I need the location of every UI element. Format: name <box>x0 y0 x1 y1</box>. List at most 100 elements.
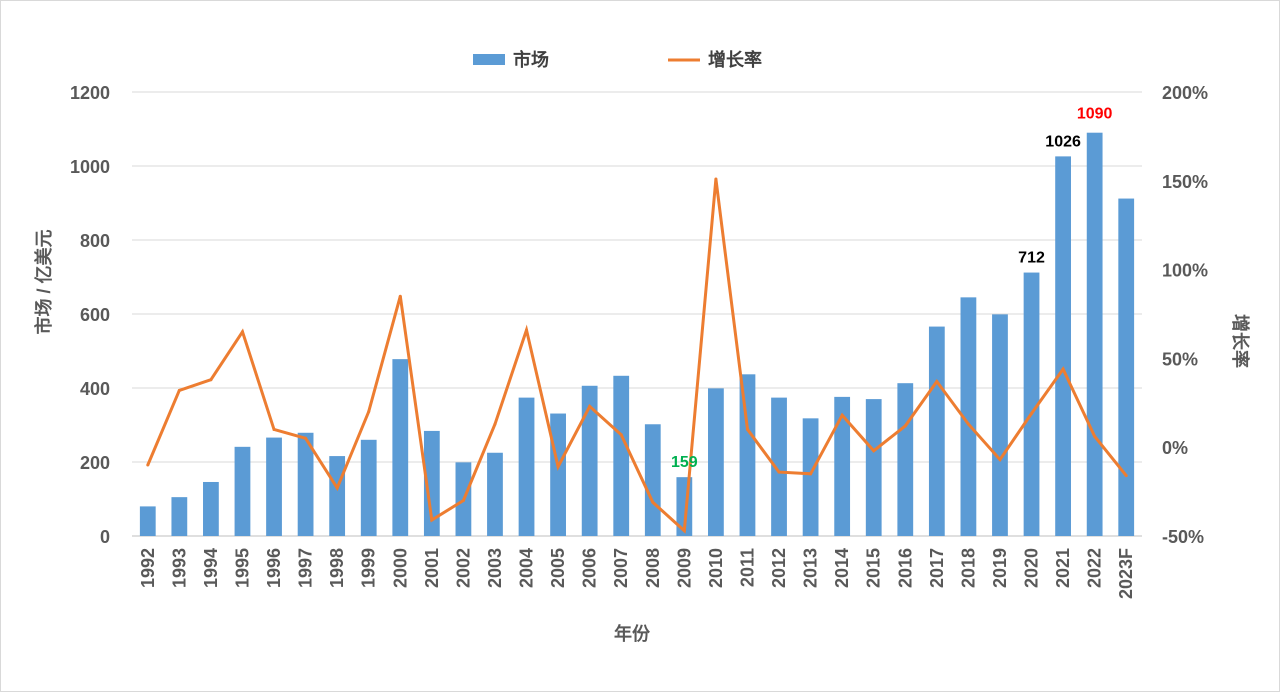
bar <box>960 297 977 536</box>
legend-bar-label: 市场 <box>513 49 549 70</box>
x-tick-label: 1994 <box>201 548 221 588</box>
bar <box>487 452 503 536</box>
line-point <box>146 463 150 467</box>
x-tick-label: 2016 <box>895 548 915 588</box>
x-tick-label: 2021 <box>1053 548 1073 588</box>
bar <box>266 437 282 536</box>
line-point <box>367 410 371 414</box>
data-label: 712 <box>1018 250 1045 267</box>
line-point <box>209 378 213 382</box>
x-tick-label: 2011 <box>737 548 757 587</box>
bar <box>865 399 882 536</box>
line-point <box>177 388 181 392</box>
x-tick-label: 2009 <box>674 548 694 588</box>
line-point <box>556 465 560 469</box>
bar <box>1023 272 1040 536</box>
x-tick-label: 2013 <box>801 548 821 588</box>
line-series <box>146 177 1128 534</box>
line-point <box>272 427 276 431</box>
x-tick-label: 1992 <box>138 548 158 588</box>
legend: 市场 增长率 <box>473 49 762 70</box>
right-axis-ticks: -50% 0% 50% 100% 150% 200% <box>1162 83 1208 547</box>
line-point <box>1061 367 1065 371</box>
bar <box>234 446 251 536</box>
line-point <box>398 294 402 298</box>
legend-bar-swatch <box>473 54 505 65</box>
line-point <box>966 422 970 426</box>
x-tick-label: 1997 <box>296 548 316 588</box>
line-point <box>777 470 781 474</box>
y-tick-label: 600 <box>80 305 110 325</box>
y-tick-label: 200 <box>80 453 110 473</box>
line-point <box>1124 474 1128 478</box>
bar <box>1055 156 1071 536</box>
bar <box>708 388 724 536</box>
bar <box>518 397 535 536</box>
x-tick-label: 2017 <box>927 548 947 588</box>
line-point <box>525 328 529 332</box>
y2-tick-label: 100% <box>1162 261 1208 281</box>
line-point <box>619 433 623 437</box>
line-point <box>903 424 907 428</box>
data-labels: 159 712 1026 1090 <box>671 106 1113 471</box>
left-axis-ticks: 0 200 400 600 800 1000 1200 <box>70 83 110 547</box>
bar <box>550 413 566 536</box>
bar <box>329 456 346 536</box>
x-tick-label: 2014 <box>832 548 852 588</box>
x-tick-label: 2001 <box>422 548 442 588</box>
line-point <box>651 500 655 504</box>
line-point <box>588 404 592 408</box>
x-tick-label: 2005 <box>548 548 568 588</box>
bar <box>423 430 440 536</box>
bar <box>613 375 630 536</box>
bar <box>802 418 819 536</box>
line-point <box>872 449 876 453</box>
bar <box>834 396 851 536</box>
bar <box>581 385 598 536</box>
line-point <box>240 330 244 334</box>
x-tick-label: 1996 <box>264 548 284 588</box>
bar <box>171 497 188 536</box>
bar <box>360 439 377 536</box>
bar <box>928 326 945 536</box>
bar <box>392 359 409 536</box>
x-tick-label: 1998 <box>327 548 347 588</box>
x-tick-label: 2003 <box>485 548 505 588</box>
x-tick-label: 2004 <box>517 548 537 588</box>
y2-tick-label: 0% <box>1162 438 1188 458</box>
x-axis-title: 年份 <box>614 623 651 644</box>
y2-tick-label: 50% <box>1162 349 1198 369</box>
x-tick-label: 2023F <box>1116 548 1136 599</box>
bar-series <box>139 132 1135 536</box>
x-tick-label: 2022 <box>1085 548 1105 588</box>
line-point <box>745 427 749 431</box>
y2-tick-label: -50% <box>1162 527 1204 547</box>
bar <box>771 397 787 536</box>
y-tick-label: 1000 <box>70 157 110 177</box>
x-tick-label: 1995 <box>232 548 252 588</box>
x-tick-label: 2006 <box>580 548 600 588</box>
growth-rate-line <box>146 178 1128 534</box>
line-point <box>682 529 686 533</box>
y-tick-label: 0 <box>100 527 110 547</box>
bar <box>297 432 314 536</box>
x-tick-label: 2008 <box>643 548 663 588</box>
x-tick-label: 2002 <box>453 548 473 588</box>
bar <box>139 506 156 536</box>
legend-line-label: 增长率 <box>708 49 762 70</box>
bar <box>203 481 219 536</box>
x-tick-label: 2019 <box>990 548 1010 588</box>
x-tick-label: 2015 <box>864 548 884 588</box>
y-tick-label: 800 <box>80 231 110 251</box>
data-label: 1090 <box>1077 106 1113 123</box>
data-label: 159 <box>671 454 698 471</box>
x-tick-label: 2012 <box>769 548 789 588</box>
x-tick-label: 2020 <box>1022 548 1042 588</box>
y2-tick-label: 150% <box>1162 172 1208 192</box>
bar <box>897 383 914 536</box>
bar <box>992 314 1008 536</box>
y2-axis-title: 增长率 <box>1230 314 1251 368</box>
line-point <box>461 498 465 502</box>
line-point <box>809 472 813 476</box>
